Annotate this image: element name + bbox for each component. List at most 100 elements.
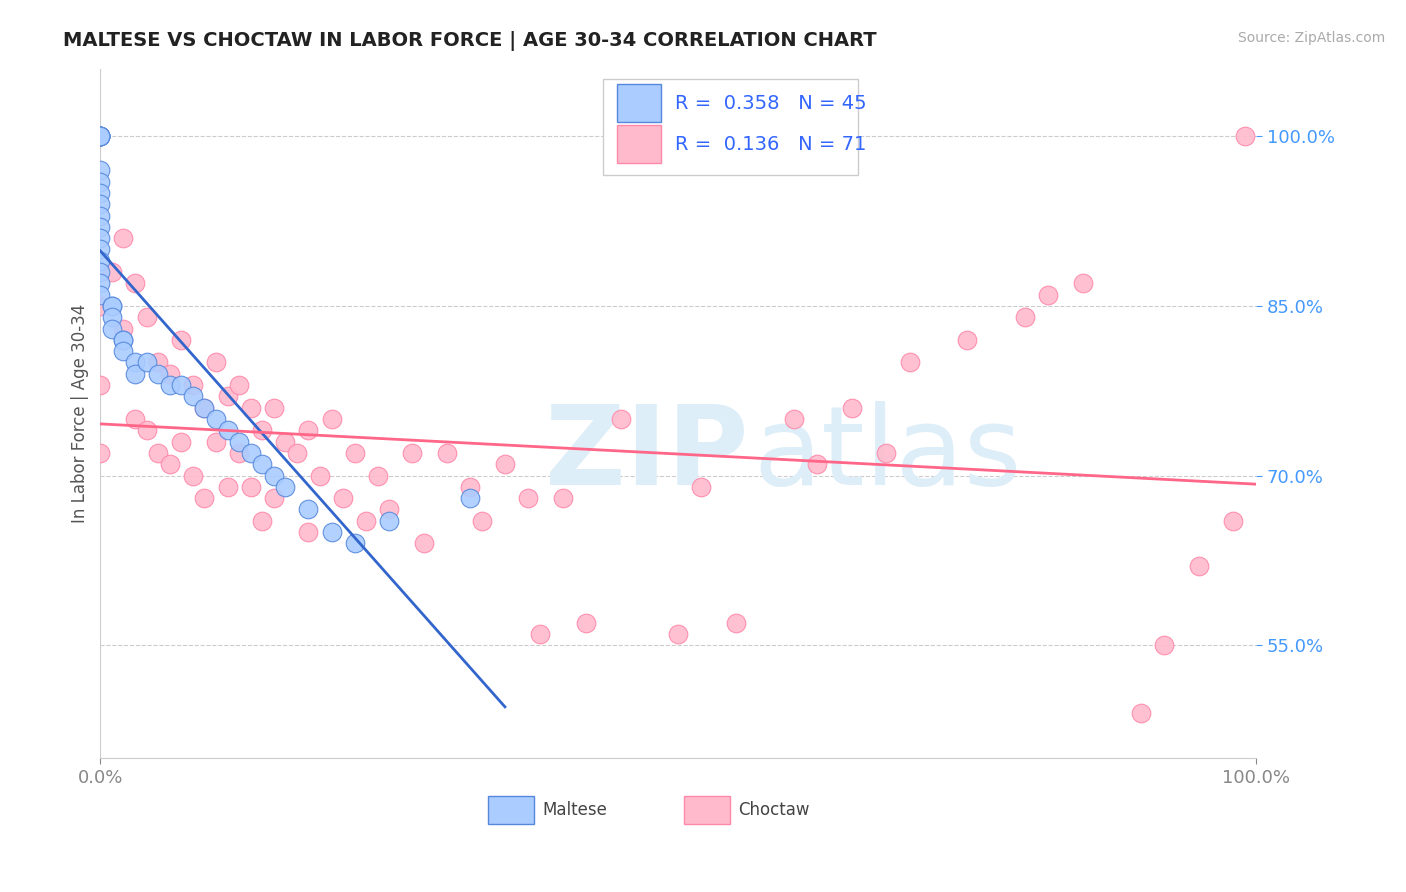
Point — [217, 480, 239, 494]
Text: MALTESE VS CHOCTAW IN LABOR FORCE | AGE 30-34 CORRELATION CHART: MALTESE VS CHOCTAW IN LABOR FORCE | AGE … — [63, 31, 877, 51]
Point — [101, 321, 124, 335]
Point — [436, 446, 458, 460]
Point — [159, 378, 181, 392]
Point — [112, 321, 135, 335]
Point — [124, 277, 146, 291]
Point — [89, 129, 111, 144]
Point — [89, 163, 111, 178]
Point — [1233, 129, 1256, 144]
Point — [124, 412, 146, 426]
Point — [89, 299, 111, 313]
FancyBboxPatch shape — [685, 797, 730, 823]
Point — [170, 434, 193, 449]
Point — [205, 434, 228, 449]
Point — [89, 129, 111, 144]
Point — [124, 367, 146, 381]
Point — [367, 468, 389, 483]
Point — [101, 299, 124, 313]
Point — [181, 389, 204, 403]
Point — [228, 434, 250, 449]
Point — [297, 525, 319, 540]
Point — [841, 401, 863, 415]
Point — [250, 423, 273, 437]
Point — [471, 514, 494, 528]
Point — [274, 480, 297, 494]
Point — [101, 265, 124, 279]
Point — [1038, 287, 1060, 301]
Point — [1187, 559, 1209, 574]
Point — [609, 412, 631, 426]
Point — [321, 525, 343, 540]
Point — [690, 480, 713, 494]
Point — [89, 243, 111, 257]
Text: Source: ZipAtlas.com: Source: ZipAtlas.com — [1237, 31, 1385, 45]
Point — [806, 457, 828, 471]
Text: ZIP: ZIP — [546, 401, 749, 508]
Point — [217, 389, 239, 403]
Point — [228, 446, 250, 460]
Point — [112, 344, 135, 359]
Point — [89, 253, 111, 268]
Point — [146, 367, 169, 381]
Point — [297, 423, 319, 437]
Point — [898, 355, 921, 369]
Point — [89, 446, 111, 460]
Point — [89, 129, 111, 144]
Point — [321, 412, 343, 426]
Point — [517, 491, 540, 505]
Point — [146, 446, 169, 460]
Point — [159, 457, 181, 471]
Point — [135, 423, 157, 437]
Point — [297, 502, 319, 516]
Point — [205, 355, 228, 369]
Point — [575, 615, 598, 630]
Point — [89, 175, 111, 189]
Text: R =  0.358   N = 45: R = 0.358 N = 45 — [675, 94, 866, 112]
Point — [89, 129, 111, 144]
Point — [124, 355, 146, 369]
Point — [401, 446, 423, 460]
Point — [332, 491, 354, 505]
Point — [343, 446, 366, 460]
Point — [193, 491, 215, 505]
Y-axis label: In Labor Force | Age 30-34: In Labor Force | Age 30-34 — [72, 304, 89, 523]
Point — [101, 310, 124, 325]
Point — [89, 209, 111, 223]
Point — [413, 536, 436, 550]
Point — [181, 378, 204, 392]
Point — [274, 434, 297, 449]
Point — [112, 333, 135, 347]
Point — [170, 333, 193, 347]
Point — [193, 401, 215, 415]
Point — [89, 287, 111, 301]
Point — [135, 355, 157, 369]
Text: R =  0.136   N = 71: R = 0.136 N = 71 — [675, 135, 866, 154]
Point — [666, 627, 689, 641]
Point — [135, 310, 157, 325]
Point — [1222, 514, 1244, 528]
Point — [239, 480, 262, 494]
Point — [263, 468, 285, 483]
Point — [217, 423, 239, 437]
Point — [228, 378, 250, 392]
Point — [170, 378, 193, 392]
Point — [458, 480, 481, 494]
Point — [181, 468, 204, 483]
Point — [263, 401, 285, 415]
Point — [159, 367, 181, 381]
Point — [89, 277, 111, 291]
Point — [146, 355, 169, 369]
Point — [263, 491, 285, 505]
Point — [1153, 638, 1175, 652]
Point — [89, 378, 111, 392]
Point — [250, 457, 273, 471]
Point — [551, 491, 574, 505]
Point — [101, 299, 124, 313]
Point — [239, 446, 262, 460]
FancyBboxPatch shape — [617, 84, 661, 122]
Point — [89, 186, 111, 200]
Point — [725, 615, 748, 630]
Text: Choctaw: Choctaw — [738, 801, 810, 819]
Point — [956, 333, 979, 347]
FancyBboxPatch shape — [603, 78, 858, 176]
